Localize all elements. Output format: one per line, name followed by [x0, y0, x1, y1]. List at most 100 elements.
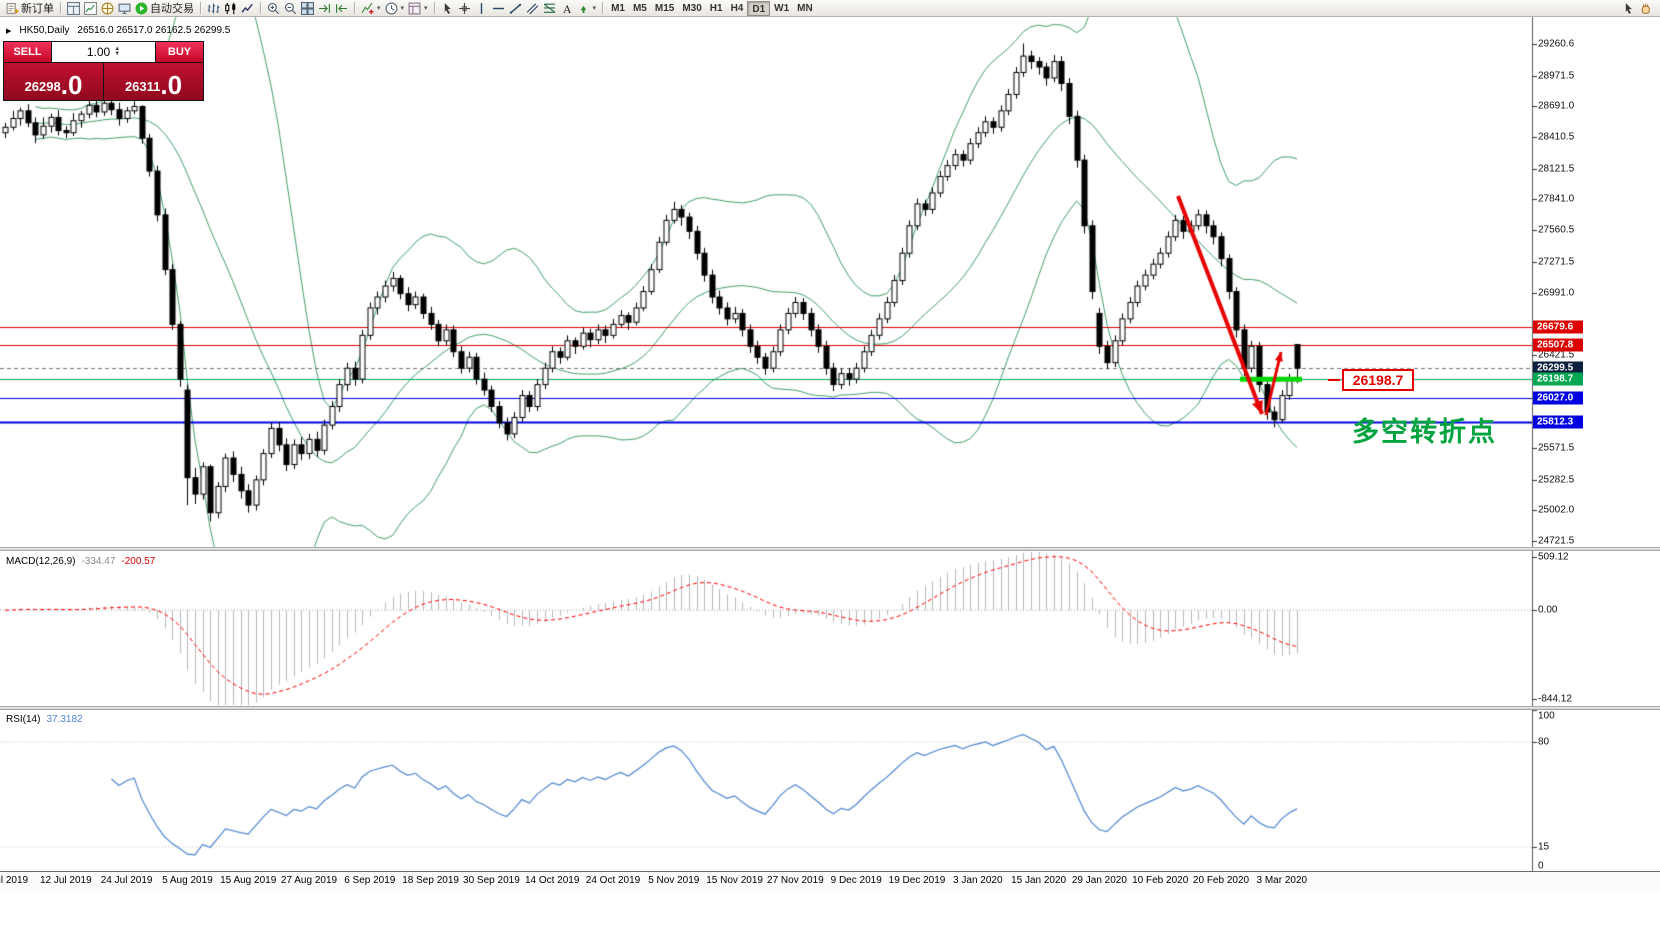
macd-axis-label: 0.00 — [1538, 604, 1558, 616]
toolbar-button-label: 自动交易 — [150, 3, 194, 15]
date-axis-label: 10 Feb 2020 — [1132, 875, 1189, 886]
text-icon: A — [560, 2, 573, 15]
toolbar-separator — [260, 2, 261, 14]
date-axis-label: 15 Jan 2020 — [1011, 875, 1067, 886]
macd-axis-label: -844.12 — [1538, 693, 1572, 705]
timeframe-button-mn[interactable]: MN — [797, 2, 813, 14]
dropdown-arrow-icon[interactable]: ▾ — [400, 5, 405, 12]
date-axis-label: 27 Aug 2019 — [280, 875, 338, 886]
market-watch-button[interactable] — [82, 1, 99, 16]
one-click-trading-panel: SELL 1.00 ▲ ▼ BUY 26298 .0 26311 .0 — [3, 41, 204, 101]
rsi-value: 37.3182 — [46, 714, 83, 725]
price-axis-label: 28691.0 — [1538, 100, 1575, 112]
pointer-button[interactable] — [1620, 1, 1637, 16]
indicators-icon — [361, 2, 374, 15]
chart-shift-button[interactable] — [333, 1, 350, 16]
volume-input[interactable]: 1.00 ▲ ▼ — [52, 42, 155, 62]
fibonacci-tool-button[interactable] — [541, 1, 558, 16]
timeframe-button-w1[interactable]: W1 — [774, 2, 790, 14]
new-order-button[interactable]: 新订单 — [4, 1, 56, 16]
price-line-badge: 26507.8 — [1533, 338, 1583, 352]
text-tool-button[interactable]: A — [558, 1, 575, 16]
trendline-tool-button[interactable] — [507, 1, 524, 16]
tile-windows-icon — [301, 1, 314, 15]
main-toolbar: 新订单 自动交易 ▾ ▾ ▾ A ▾ M1 M5 M15 M30 H1 H4 D1 W1 MN — [0, 0, 1660, 17]
cursor-tool-button[interactable] — [439, 1, 456, 16]
time-axis[interactable]: 2 Jul 2019 12 Jul 2019 24 Jul 2019 5 Aug 20… — [0, 871, 1660, 891]
support-note-connector — [1328, 379, 1340, 381]
date-axis-label: 27 Nov 2019 — [767, 875, 824, 886]
zoom-in-button[interactable] — [265, 1, 282, 16]
date-axis-label: 9 Dec 2019 — [830, 875, 882, 886]
panel-divider[interactable] — [0, 706, 1660, 710]
dropdown-arrow-icon[interactable]: ▾ — [377, 5, 381, 12]
line-chart-button[interactable] — [239, 1, 256, 16]
turning-point-annotation[interactable]: 多空转折点 — [1352, 417, 1497, 447]
timeframe-button-m30[interactable]: M30 — [682, 2, 702, 14]
timeframe-button-m1[interactable]: M1 — [611, 2, 625, 14]
arrows-tool-button[interactable]: ▾ — [575, 1, 599, 16]
panel-divider[interactable] — [0, 547, 1660, 551]
profiles-button[interactable] — [65, 1, 82, 16]
price-axis-label: 26991.0 — [1538, 287, 1575, 298]
zoom-out-button[interactable] — [282, 1, 299, 16]
indicators-button[interactable]: ▾ — [359, 1, 383, 16]
support-price-note[interactable]: 26198.7 — [1342, 369, 1414, 391]
volume-decrease-button[interactable]: ▼ — [114, 51, 121, 57]
vline-icon — [475, 2, 488, 15]
price-axis-label: 25571.5 — [1538, 442, 1575, 454]
sell-button[interactable]: SELL — [4, 42, 51, 62]
dropdown-arrow-icon[interactable]: ▾ — [424, 5, 428, 12]
templates-button[interactable]: ▾ — [406, 1, 430, 16]
navigator-button[interactable] — [99, 1, 116, 16]
timeframe-button-m15[interactable]: M15 — [654, 2, 675, 14]
chart-shift-icon — [335, 2, 348, 15]
price-line-badge: 26027.0 — [1533, 391, 1583, 405]
periods-button[interactable]: ▾ — [383, 1, 407, 16]
timeframe-button-d1[interactable]: D1 — [747, 0, 771, 16]
ohlc-values: 26516.0 26517.0 26162.5 26299.5 — [77, 25, 231, 36]
autotrade-icon — [135, 2, 148, 15]
buy-button[interactable]: BUY — [156, 42, 203, 62]
price-axis-label: 29260.6 — [1538, 38, 1575, 50]
terminal-button[interactable] — [116, 1, 133, 16]
price-axis-label: 24721.5 — [1538, 535, 1575, 547]
rsi-axis-label: 80 — [1538, 736, 1550, 748]
timeframe-button-m5[interactable]: M5 — [632, 2, 647, 14]
price-axis-label: 28121.5 — [1538, 163, 1575, 175]
toolbar-separator — [354, 2, 355, 14]
vertical-line-tool-button[interactable] — [473, 1, 490, 16]
tile-windows-button[interactable] — [299, 1, 316, 16]
chart-header: ▶ HK50,Daily 26516.0 26517.0 26162.5 262… — [6, 25, 230, 36]
timeframe-button-h4[interactable]: H4 — [730, 2, 744, 14]
terminal-icon — [118, 2, 131, 15]
channel-tool-button[interactable] — [524, 1, 541, 16]
auto-scroll-icon — [318, 2, 331, 15]
line-chart-icon — [241, 2, 254, 15]
fibonacci-icon — [543, 2, 556, 15]
buy-price-display[interactable]: 26311 .0 — [104, 63, 203, 100]
volume-increase-button[interactable]: ▲ — [114, 46, 121, 52]
candlestick-chart-button[interactable] — [222, 1, 239, 16]
price-line-badge: 26299.5 — [1533, 361, 1583, 375]
dropdown-arrow-icon[interactable]: ▾ — [592, 5, 597, 12]
bar-chart-button[interactable] — [205, 1, 222, 16]
date-axis-label: 20 Feb 2020 — [1192, 875, 1250, 886]
date-axis-label: 14 Oct 2019 — [524, 875, 580, 886]
autotrading-button[interactable]: 自动交易 — [133, 1, 196, 16]
price-axis-label: 28410.5 — [1538, 131, 1575, 143]
expand-panel-icon[interactable]: ▶ — [6, 27, 12, 35]
crosshair-tool-button[interactable] — [456, 1, 473, 16]
auto-scroll-button[interactable] — [316, 1, 333, 16]
horizontal-line-tool-button[interactable] — [490, 1, 507, 16]
price-axis-label: 27271.5 — [1538, 256, 1575, 268]
sell-price-display[interactable]: 26298 .0 — [4, 63, 103, 100]
hline-icon — [492, 2, 505, 15]
price-axis-label: 28971.5 — [1538, 70, 1575, 82]
hand-tool-button[interactable] — [1637, 1, 1654, 16]
templates-icon — [408, 2, 421, 15]
timeframe-button-h1[interactable]: H1 — [709, 2, 723, 14]
date-axis-label: 19 Dec 2019 — [888, 875, 946, 886]
